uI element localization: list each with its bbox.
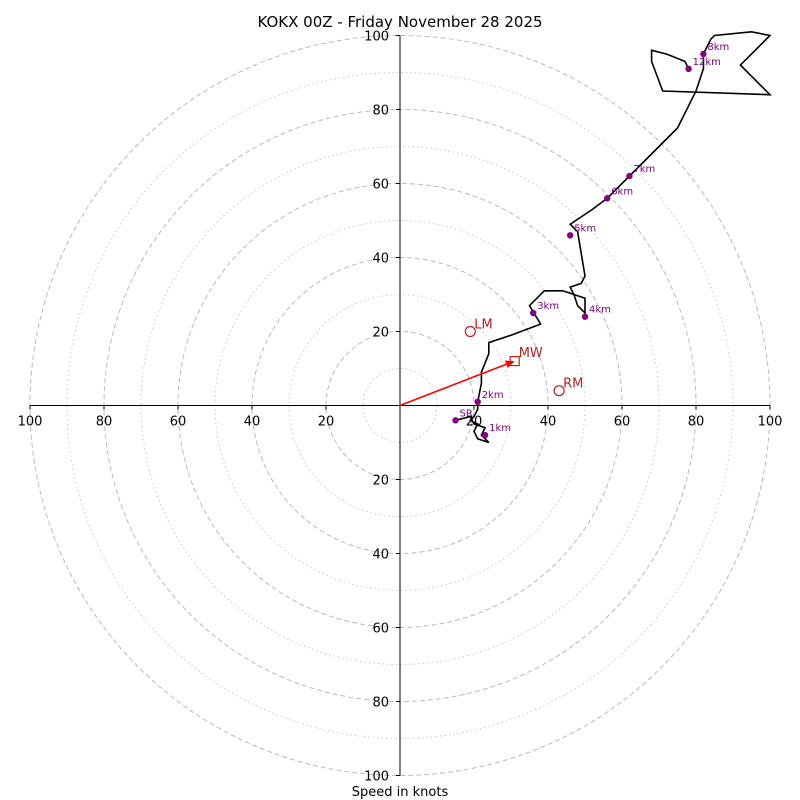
storm-motion-lm-marker	[464, 325, 476, 338]
x-tick-label: 60	[614, 415, 631, 430]
height-marker-dot	[626, 172, 633, 180]
y-tick-label: 60	[372, 622, 389, 637]
height-marker-dot	[604, 195, 611, 202]
x-tick-label: 80	[96, 415, 113, 430]
storm-motion-lm-label: LM	[474, 318, 492, 333]
storm-motion-rm-label: RM	[563, 377, 583, 392]
mean-wind-arrow	[399, 363, 507, 407]
y-tick-label: 20	[372, 474, 389, 489]
height-marker-label: 7km	[633, 164, 655, 175]
height-marker-dot	[481, 431, 489, 439]
chart-title: KOKX 00Z - Friday November 28 2025	[257, 13, 542, 31]
x-tick-label: 80	[688, 415, 705, 430]
height-marker-label: 1km	[489, 423, 511, 434]
height-marker-label: SR	[460, 408, 473, 419]
height-marker-dot	[474, 398, 481, 405]
hodograph-trace	[455, 30, 773, 444]
height-marker-dot	[530, 309, 537, 317]
y-tick-label: 60	[372, 178, 389, 193]
storm-motion-mw-marker	[509, 356, 520, 367]
y-tick-label: 80	[372, 696, 389, 711]
height-marker-label: 2km	[482, 390, 504, 401]
y-tick-label: 40	[372, 548, 389, 563]
height-marker-label: 3km	[537, 301, 559, 312]
storm-motion-markers: LM RM MW	[464, 318, 583, 397]
height-marker-label: 6km	[611, 186, 633, 197]
height-marker-dot	[581, 313, 589, 320]
x-tick-label: 20	[318, 415, 335, 430]
y-tick-label: 100	[364, 30, 389, 45]
height-marker-dot	[685, 65, 692, 73]
x-tick-label: 100	[18, 415, 43, 430]
storm-motion-rm-marker	[553, 385, 565, 397]
height-marker-label: 4km	[589, 305, 611, 316]
y-tick-label: 100	[364, 770, 389, 785]
x-tick-label: 60	[170, 415, 187, 430]
y-tick-label: 40	[372, 252, 389, 267]
height-marker-dot	[452, 417, 459, 424]
height-marker-label: 5km	[574, 223, 596, 234]
height-marker-label: 12km	[693, 57, 721, 68]
x-tick-label: 100	[758, 415, 783, 430]
x-tick-label: 40	[244, 415, 261, 430]
height-marker-dot	[700, 50, 707, 58]
height-marker-dot	[567, 232, 574, 239]
x-axis-label: Speed in knots	[352, 785, 449, 800]
storm-motion-mw-label: MW	[519, 346, 543, 361]
height-marker-label: 8km	[707, 42, 729, 53]
y-tick-label: 80	[372, 104, 389, 119]
y-tick-label: 20	[372, 326, 389, 341]
x-tick-label: 40	[540, 415, 557, 430]
